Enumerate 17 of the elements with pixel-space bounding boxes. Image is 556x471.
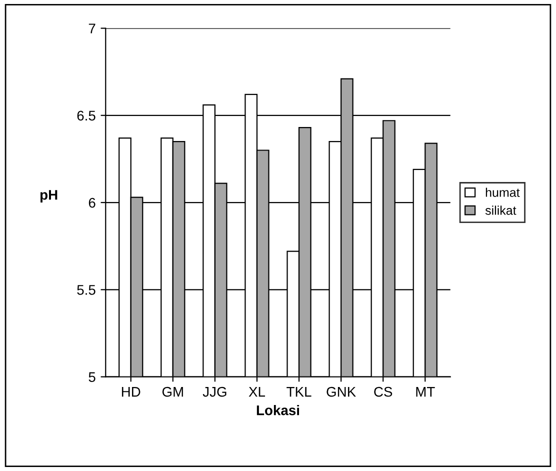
x-tick-label: XL xyxy=(248,387,266,397)
y-tick-label: 6.5 xyxy=(77,110,96,121)
y-tick-label: 7 xyxy=(88,24,96,34)
x-axis-title: Lokasi xyxy=(256,405,300,416)
legend-label: humat xyxy=(486,188,520,197)
y-tick-label: 6 xyxy=(88,198,96,208)
y-tick-label: 5 xyxy=(88,372,96,382)
x-tick-label: HD xyxy=(122,387,140,397)
legend-label: silikat xyxy=(485,206,516,215)
x-tick-label: CS xyxy=(374,386,392,397)
x-tick-label: JJG xyxy=(202,386,226,397)
x-tick-label: GNK xyxy=(326,386,356,397)
y-axis-title: pH xyxy=(40,190,58,203)
x-tick-label: MT xyxy=(416,387,435,397)
x-tick-label: GM xyxy=(162,386,183,397)
x-tick-label: TKL xyxy=(286,387,312,397)
y-tick-label: 5.5 xyxy=(77,285,96,295)
